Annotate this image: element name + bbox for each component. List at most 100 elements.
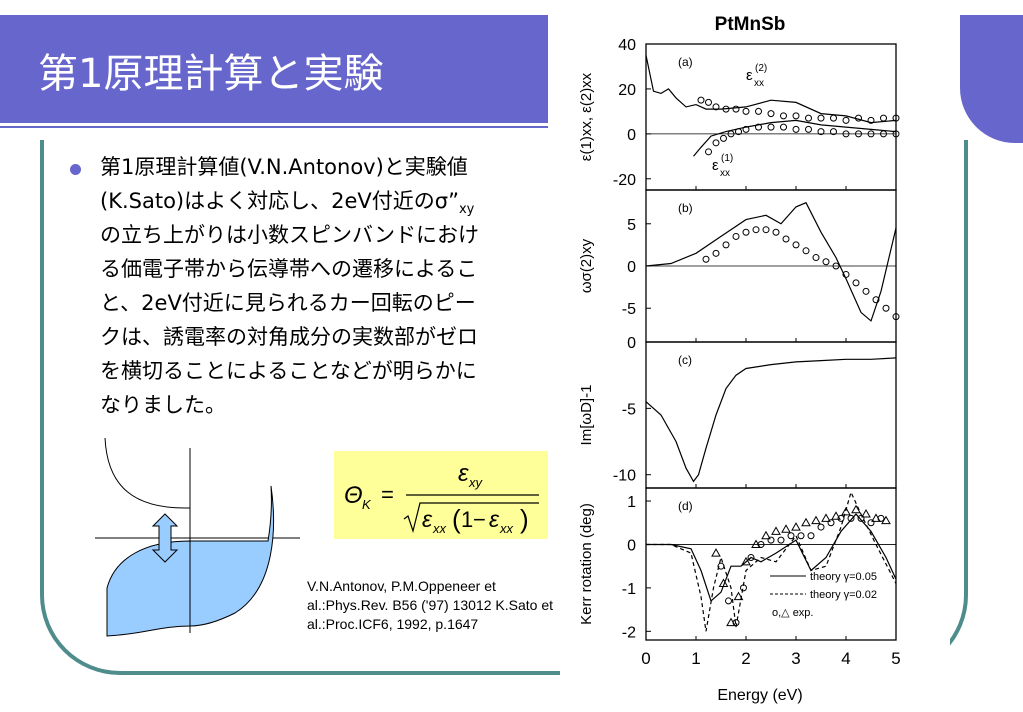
data-point-circle bbox=[792, 125, 800, 133]
data-point-circle bbox=[742, 228, 750, 236]
panel-label-c: (c) bbox=[678, 353, 692, 367]
data-point-circle bbox=[847, 514, 855, 522]
data-point-circle bbox=[712, 139, 720, 147]
y-tick-label: -5 bbox=[622, 301, 636, 318]
data-point-triangle bbox=[831, 511, 841, 520]
data-point-circle bbox=[772, 228, 780, 236]
transition-arrow-icon bbox=[151, 513, 179, 563]
y-tick-label: -5 bbox=[622, 401, 636, 418]
data-point-circle bbox=[867, 519, 875, 527]
formula-den-a: ε bbox=[422, 506, 433, 532]
formula-lhs-sub: K bbox=[362, 497, 372, 512]
y-axis-label-a: ε(1)xx, ε(2)xx bbox=[578, 72, 595, 161]
data-point-circle bbox=[755, 107, 762, 115]
panel-label-b: (b) bbox=[678, 201, 693, 215]
series-label-sup-0: (2) bbox=[755, 63, 767, 74]
data-point-circle bbox=[842, 130, 850, 138]
y-tick-label: 1 bbox=[627, 494, 636, 511]
series-label-0: ε bbox=[746, 67, 753, 84]
formula-den-b: ε bbox=[489, 506, 500, 532]
conduction-band-curve bbox=[104, 438, 190, 509]
data-point-circle bbox=[725, 597, 732, 605]
title-bar bbox=[0, 15, 548, 123]
formula-numerator-sub: xy bbox=[468, 475, 484, 490]
data-point-circle bbox=[777, 536, 785, 544]
panel-label-a: (a) bbox=[678, 55, 693, 69]
x-tick-label: 5 bbox=[891, 649, 900, 668]
data-point-circle bbox=[852, 279, 860, 287]
data-point-circle bbox=[817, 523, 825, 531]
series-label-sub-1: xx bbox=[720, 168, 730, 179]
y-tick-label: -2 bbox=[622, 624, 636, 641]
band-diagram bbox=[95, 438, 300, 637]
x-tick-label: 4 bbox=[841, 649, 850, 668]
data-point-circle bbox=[867, 116, 875, 124]
series-label-sup-1: (1) bbox=[721, 153, 733, 164]
data-point-circle bbox=[782, 235, 790, 243]
series-line-a-1 bbox=[693, 119, 897, 157]
x-axis-label: Energy (eV) bbox=[717, 687, 802, 704]
y-tick-label: 20 bbox=[618, 82, 636, 99]
legend-label-2: o,△ exp. bbox=[772, 607, 813, 619]
y-axis-label-d: Kerr rotation (deg) bbox=[578, 503, 595, 625]
data-point-circle bbox=[830, 114, 837, 122]
bullet-text-intro: 第1原理計算値(V.N.Antonov)と実験値(K.Sato)はよく対応し、2… bbox=[100, 155, 468, 213]
data-point-triangle bbox=[811, 515, 821, 525]
data-point-triangle bbox=[821, 513, 831, 522]
data-point-circle bbox=[855, 130, 862, 138]
data-point-circle bbox=[842, 116, 850, 124]
data-point-circle bbox=[780, 112, 787, 120]
data-point-triangle bbox=[871, 513, 881, 522]
chart-title: PtMnSb bbox=[715, 14, 786, 35]
data-point-circle bbox=[722, 105, 730, 113]
formula-den-a-sub: xx bbox=[432, 521, 447, 536]
bullet-icon bbox=[70, 164, 81, 175]
data-point-circle bbox=[842, 270, 850, 278]
data-point-circle bbox=[877, 514, 885, 522]
content-frame bbox=[40, 140, 968, 675]
formula-lhs: Θ bbox=[344, 482, 363, 509]
data-point-circle bbox=[767, 123, 775, 131]
data-point-circle bbox=[705, 98, 712, 106]
data-point-circle bbox=[732, 232, 740, 240]
data-point-circle bbox=[720, 134, 727, 142]
x-tick-label: 1 bbox=[691, 649, 700, 668]
data-point-circle bbox=[727, 130, 735, 138]
corner-decoration bbox=[960, 15, 1023, 143]
data-point-circle bbox=[857, 514, 865, 522]
slide-title: 第1原理計算と実験 bbox=[38, 51, 384, 97]
data-point-circle bbox=[862, 287, 870, 295]
data-point-circle bbox=[762, 226, 770, 234]
data-point-circle bbox=[812, 254, 820, 262]
series-label-1: ε bbox=[712, 157, 719, 174]
data-point-triangle bbox=[726, 617, 736, 627]
data-point-triangle bbox=[718, 578, 729, 588]
data-point-circle bbox=[797, 532, 805, 540]
data-point-circle bbox=[740, 584, 747, 592]
data-point-circle bbox=[867, 130, 875, 138]
y-tick-label: 40 bbox=[618, 37, 636, 54]
panel-label-d: (d) bbox=[678, 499, 693, 513]
data-point-triangle bbox=[851, 504, 861, 514]
y-tick-label: -1 bbox=[622, 581, 636, 598]
x-tick-label: 2 bbox=[741, 649, 750, 668]
data-point-circle bbox=[855, 114, 862, 122]
data-point-circle bbox=[787, 532, 795, 540]
formula-paren-open: ( bbox=[452, 504, 461, 534]
y-axis-label-c: Im[ωD]-1 bbox=[578, 385, 595, 446]
kerr-formula-box: Θ K = ε xy ε xx ( 1 − ε xx ) bbox=[334, 451, 548, 539]
data-point-circle bbox=[717, 562, 725, 570]
data-point-circle bbox=[892, 130, 900, 138]
series-label-sub-0: xx bbox=[754, 78, 764, 89]
x-tick-label: 3 bbox=[791, 649, 800, 668]
y-tick-label: 5 bbox=[627, 217, 636, 234]
data-point-circle bbox=[822, 258, 830, 266]
series-line-b-0 bbox=[645, 201, 897, 322]
data-point-circle bbox=[742, 107, 750, 115]
data-point-circle bbox=[807, 532, 815, 540]
formula-den-one: 1 bbox=[461, 507, 473, 532]
data-point-circle bbox=[780, 123, 787, 131]
data-point-triangle bbox=[771, 526, 781, 535]
sqrt-sign-icon bbox=[403, 502, 539, 534]
